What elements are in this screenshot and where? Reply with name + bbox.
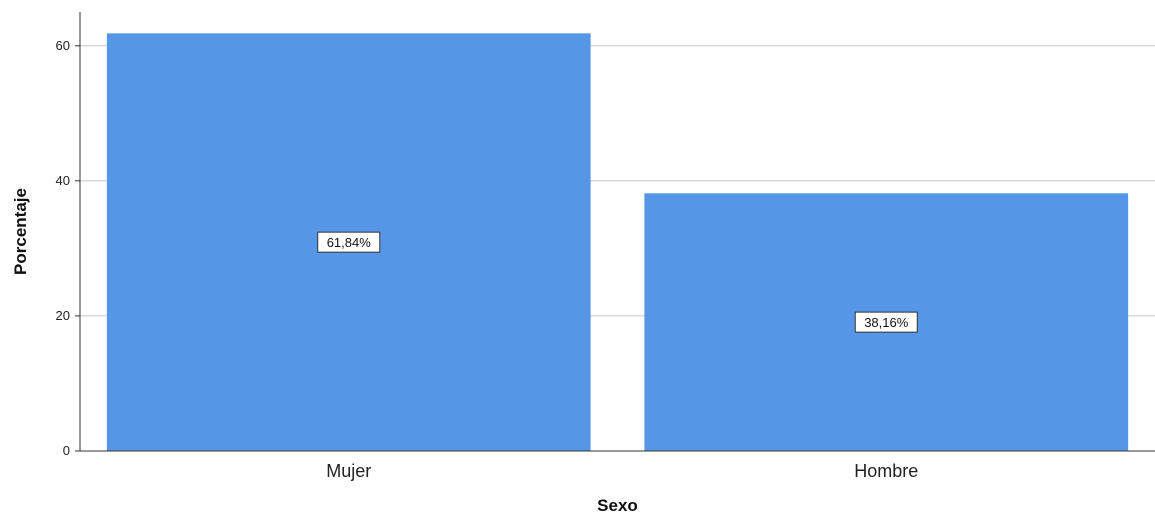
x-tick-labels: Mujer Hombre — [326, 461, 918, 481]
y-tick-label: 40 — [56, 173, 70, 188]
data-label-box — [854, 311, 918, 333]
y-tick-label: 20 — [56, 308, 70, 323]
x-tick-label: Mujer — [326, 461, 371, 481]
data-labels: 61,84% 38,16% — [317, 231, 918, 333]
data-label: 38,16% — [864, 315, 909, 330]
x-axis-title: Sexo — [597, 496, 638, 515]
x-tick-label: Hombre — [854, 461, 918, 481]
data-label: 61,84% — [327, 235, 372, 250]
axes — [79, 12, 1155, 452]
bars — [106, 33, 1129, 451]
y-ticks: 0 20 40 60 — [56, 38, 80, 458]
y-tick-label: 0 — [63, 443, 70, 458]
data-label-box — [317, 231, 381, 253]
y-axis-title: Porcentaje — [11, 188, 30, 275]
y-tick-label: 60 — [56, 38, 70, 53]
